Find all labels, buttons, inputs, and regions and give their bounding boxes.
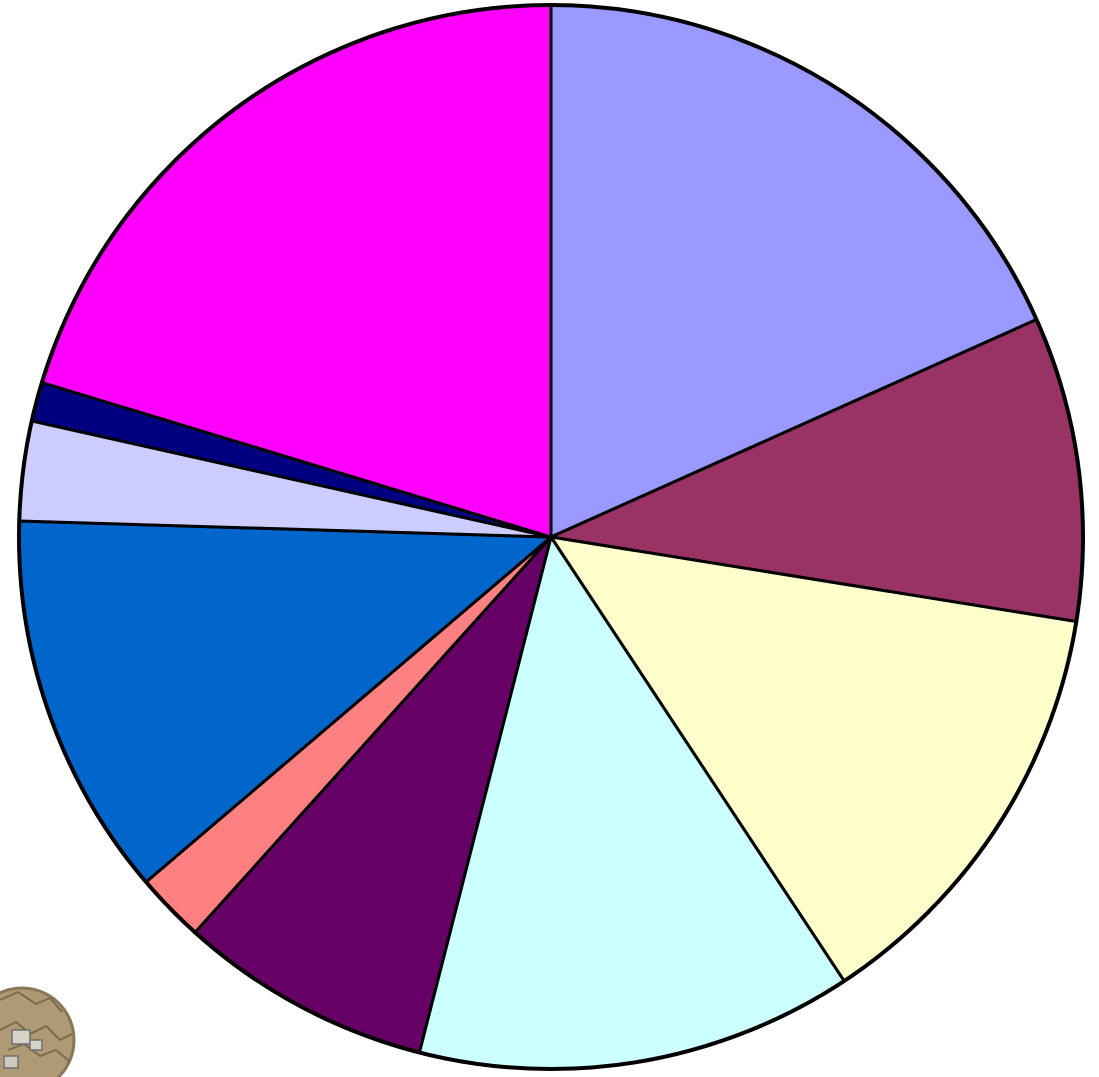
pie-slices [17,3,1085,1071]
pie-outline [17,3,1085,1071]
